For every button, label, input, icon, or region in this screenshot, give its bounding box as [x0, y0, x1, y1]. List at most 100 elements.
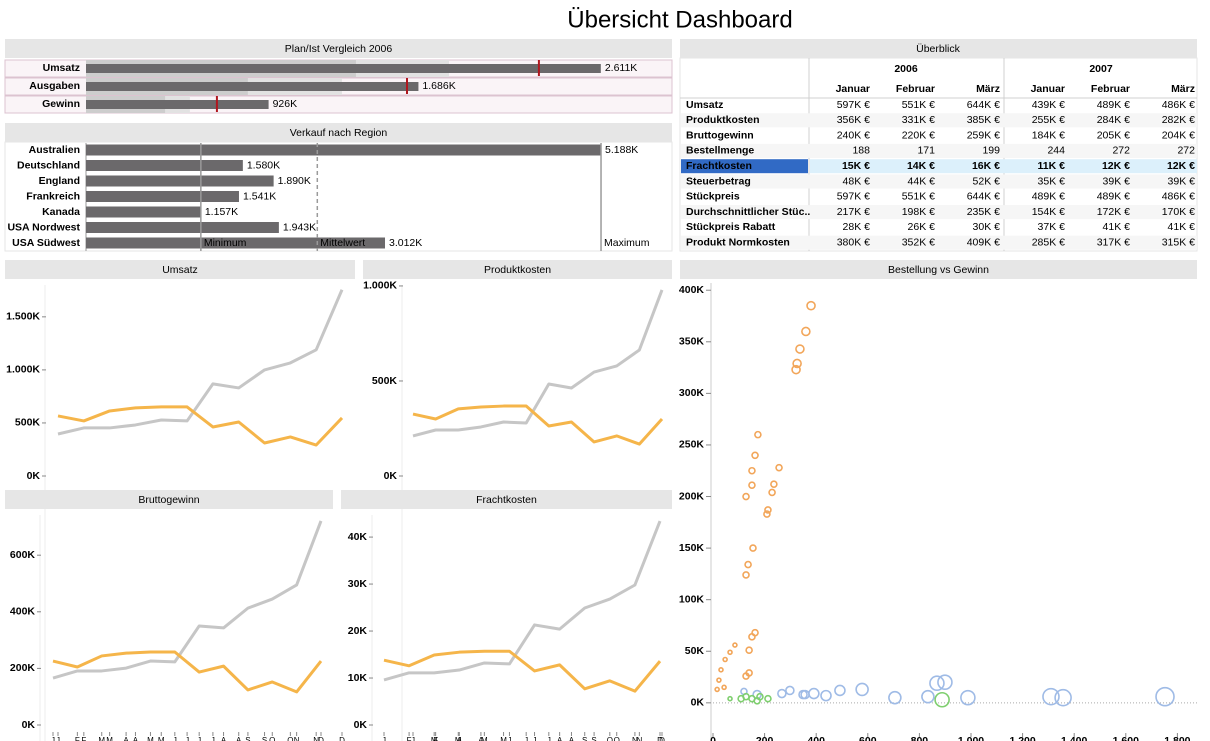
cell-value: 48K € [843, 175, 871, 187]
x-tick-label: J [524, 736, 528, 741]
series-line [383, 520, 662, 682]
cell-value: 489K € [1032, 191, 1065, 203]
series-line [52, 520, 323, 680]
panel-body [4, 141, 673, 252]
scatter-point [763, 510, 771, 518]
row-label: Umsatz [43, 62, 80, 74]
scatter-point [742, 672, 750, 680]
scatter-point [770, 480, 778, 488]
cell-value: 551K € [902, 99, 935, 111]
cell-value: 489K € [1097, 99, 1130, 111]
month-header: Februar [1091, 83, 1130, 95]
scatter-point [732, 642, 738, 648]
x-tick-label: M [106, 736, 113, 741]
value-label: 2.611K [605, 62, 638, 74]
bar [86, 144, 602, 156]
cell-value: 39K € [1168, 175, 1196, 187]
cell-value: 259K € [967, 129, 1000, 141]
x-tick-label: 200 [756, 735, 774, 741]
panel-header [680, 260, 1197, 279]
cell-value: 39K € [1103, 175, 1131, 187]
y-tick-label: 1.000K [363, 280, 397, 292]
panel-title: Frachtkosten [476, 494, 537, 506]
x-tick-label: A [221, 736, 227, 741]
y-tick-label: 600K [10, 549, 36, 561]
cell-value: 26K € [908, 221, 936, 233]
x-tick-label: A [478, 736, 484, 741]
scatter-point [777, 688, 787, 699]
month-header: März [976, 83, 1000, 95]
row-label: Frankreich [26, 190, 80, 202]
x-tick-label: M [158, 736, 165, 741]
scatter-point [722, 656, 728, 663]
y-tick-label: 150K [679, 542, 705, 554]
scatter-point [934, 691, 950, 708]
value-label: 1.890K [278, 175, 311, 187]
panel-title: Bestellung vs Gewinn [888, 264, 989, 276]
value-label: 5.188K [605, 144, 638, 156]
cell-value: 284K € [1097, 114, 1130, 126]
y-tick-label: 1.000K [6, 364, 40, 376]
cell-value: 597K € [837, 99, 870, 111]
cell-value: 315K € [1162, 236, 1195, 248]
month-header: Februar [896, 83, 935, 95]
cell-value: 255K € [1032, 114, 1065, 126]
cell-value: 409K € [967, 236, 1000, 248]
scatter-point [834, 684, 846, 697]
reference-label: Mittelwert [320, 237, 365, 249]
y-tick-label: 0K [27, 470, 41, 482]
cell-value: 282K € [1162, 114, 1195, 126]
value-label: 3.012K [389, 237, 422, 249]
x-tick-label: A [557, 736, 563, 741]
row-label: Bruttogewinn [686, 129, 754, 141]
row-stripe [681, 205, 1197, 220]
x-tick-label: J [51, 736, 55, 741]
row-label: Australien [29, 144, 80, 156]
panel-header [680, 39, 1197, 58]
y-tick-label: 0K [384, 470, 398, 482]
cell-value: 184K € [1032, 129, 1065, 141]
cell-value: 44K € [908, 175, 936, 187]
x-tick-label: A [457, 736, 463, 741]
x-tick-label: F [407, 736, 412, 741]
row-label: Bestellmenge [686, 145, 754, 157]
value-label: 1.541K [243, 190, 276, 202]
bar [86, 175, 274, 187]
scatter-point [748, 481, 756, 489]
selected-label-cell [681, 159, 808, 174]
cell-value: 35K € [1038, 175, 1066, 187]
x-tick-label: N [636, 736, 642, 741]
x-tick-label: A [236, 736, 242, 741]
x-tick-label: J [197, 736, 201, 741]
cell-value: 11K € [1038, 160, 1066, 172]
cell-value: 154K € [1032, 206, 1065, 218]
y-tick-label: 400K [679, 284, 705, 296]
series-line [57, 289, 344, 436]
panel-title: Umsatz [162, 264, 198, 276]
row-label: England [39, 175, 80, 187]
row-stripe [681, 113, 1197, 128]
x-tick-label: A [123, 736, 129, 741]
y-tick-label: 500K [15, 417, 41, 429]
scatter-point [718, 667, 724, 673]
scatter-point [888, 690, 902, 705]
scatter-point [855, 682, 869, 697]
x-tick-label: M [431, 736, 438, 741]
scatter-point [727, 695, 733, 702]
cell-value: 204K € [1162, 129, 1195, 141]
x-tick-label: J [547, 736, 551, 741]
bar [86, 82, 419, 91]
scatter-point [792, 358, 802, 369]
panel-header [5, 490, 333, 509]
x-tick-label: 1.800 [1164, 735, 1190, 741]
cell-value: 486K € [1162, 191, 1195, 203]
scatter-point [785, 685, 795, 696]
x-tick-label: O [287, 736, 293, 741]
scatter-point [937, 674, 953, 691]
cell-value: 317K € [1097, 236, 1130, 248]
scatter-point [748, 633, 756, 641]
cell-value: 198K € [902, 206, 935, 218]
row-label: Steuerbetrag [686, 175, 751, 187]
